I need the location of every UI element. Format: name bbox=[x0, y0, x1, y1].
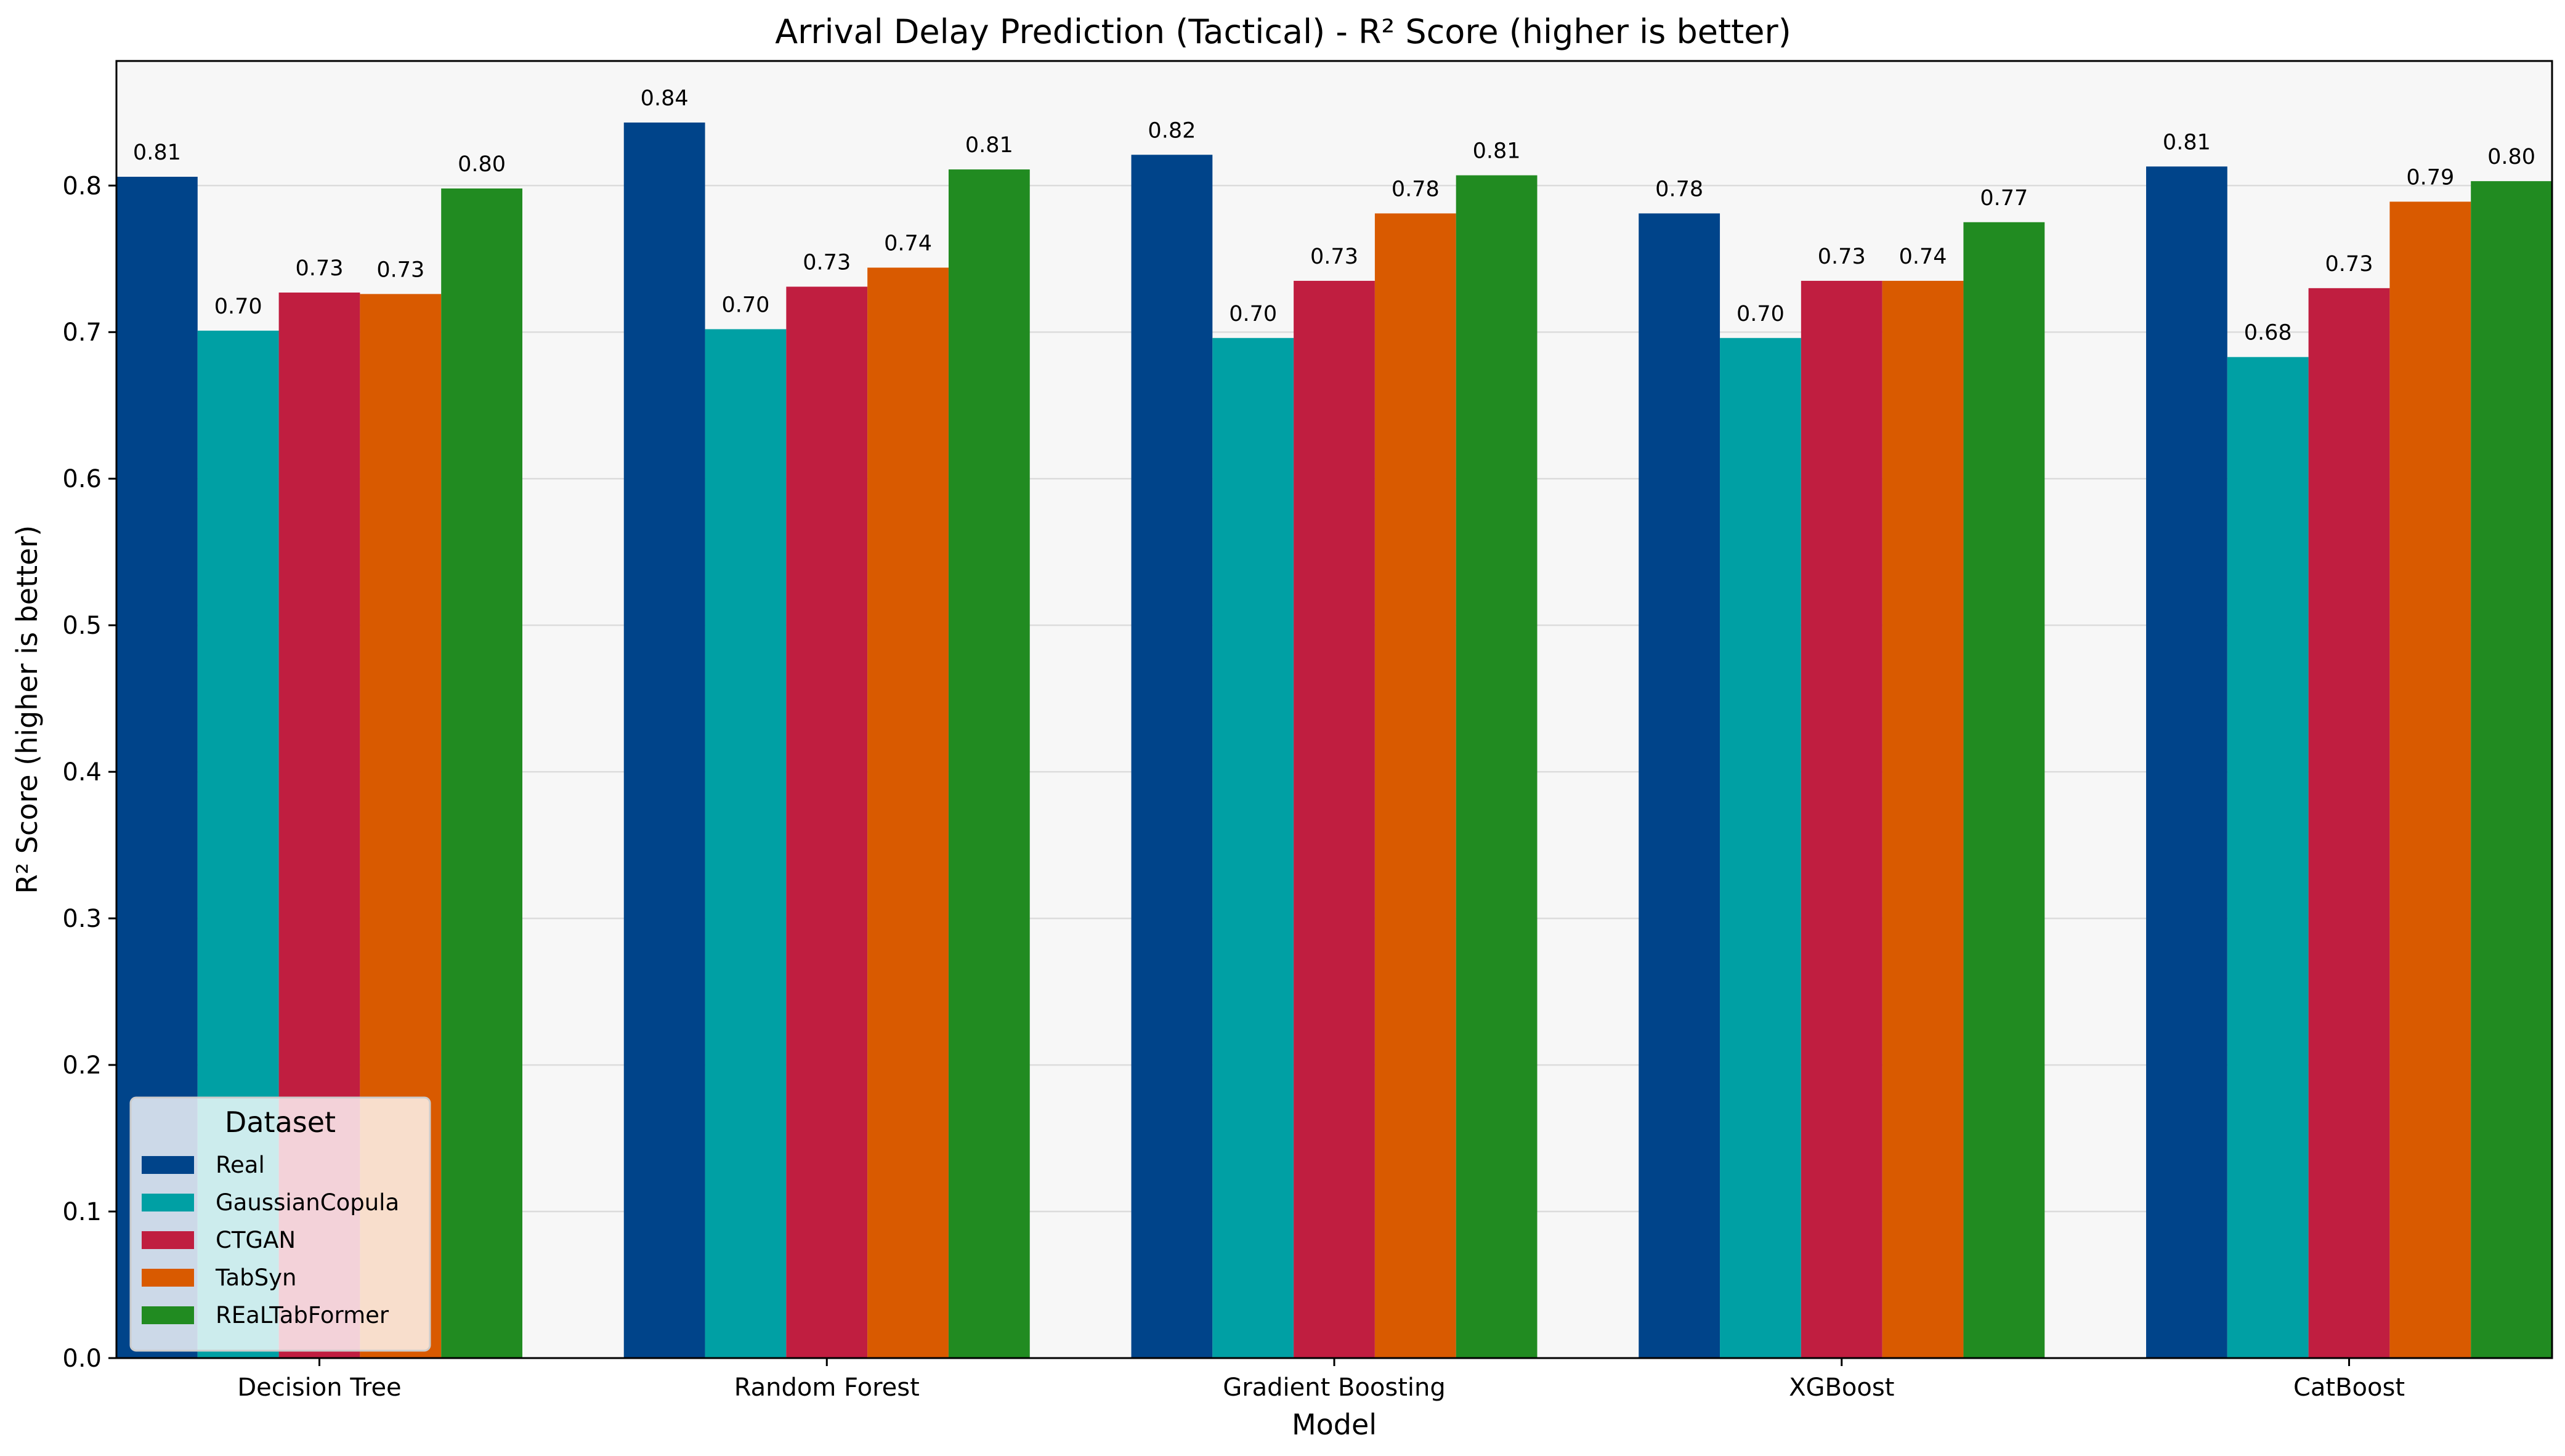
y-tick-label: 0.1 bbox=[62, 1198, 102, 1226]
bar bbox=[2471, 181, 2552, 1358]
bar bbox=[705, 329, 787, 1358]
legend-swatch bbox=[142, 1269, 194, 1287]
bar-value-label: 0.84 bbox=[641, 86, 689, 111]
x-axis-label: Model bbox=[1292, 1408, 1377, 1441]
bar-value-label: 0.82 bbox=[1148, 118, 1196, 143]
bar-value-label: 0.81 bbox=[2163, 130, 2211, 155]
legend-swatch bbox=[142, 1306, 194, 1324]
legend-swatch bbox=[142, 1231, 194, 1249]
bar bbox=[441, 188, 522, 1358]
legend-items: Real GaussianCopula CTGAN TabSyn REaLTabForm… bbox=[142, 1152, 399, 1329]
bar-value-label: 0.81 bbox=[965, 133, 1013, 158]
bar-value-label: 0.74 bbox=[884, 232, 932, 256]
bar bbox=[1374, 213, 1456, 1358]
y-tick-label: 0.6 bbox=[62, 465, 102, 493]
bar bbox=[1639, 213, 1720, 1358]
y-tick-label: 0.5 bbox=[62, 612, 102, 640]
legend-label: REaLTabFormer bbox=[216, 1302, 389, 1329]
y-tick-label: 0.4 bbox=[62, 758, 102, 787]
bar bbox=[623, 122, 705, 1358]
bar bbox=[948, 169, 1030, 1358]
x-tick-label: XGBoost bbox=[1789, 1373, 1894, 1402]
x-tick-label: CatBoost bbox=[2293, 1373, 2405, 1402]
bar bbox=[1882, 280, 1964, 1358]
bar-value-label: 0.80 bbox=[2487, 145, 2535, 169]
bar-value-label: 0.70 bbox=[1229, 302, 1277, 326]
x-axis: Decision Tree Random Forest Gradient Boost… bbox=[237, 1358, 2405, 1402]
bar-value-label: 0.68 bbox=[2244, 321, 2292, 346]
x-tick-label: Gradient Boosting bbox=[1223, 1373, 1446, 1402]
bar bbox=[1294, 280, 1375, 1358]
legend-label: TabSyn bbox=[215, 1264, 296, 1291]
bar-value-label: 0.73 bbox=[2325, 252, 2373, 277]
x-tick-label: Random Forest bbox=[734, 1373, 920, 1402]
bar-value-label: 0.77 bbox=[1980, 186, 2028, 211]
bar bbox=[1212, 338, 1294, 1359]
legend-label: Real bbox=[216, 1152, 265, 1178]
bar-value-label: 0.70 bbox=[214, 294, 262, 319]
x-tick-label: Decision Tree bbox=[237, 1373, 401, 1402]
y-tick-label: 0.2 bbox=[62, 1051, 102, 1080]
bar-value-label: 0.78 bbox=[1392, 177, 1440, 201]
y-tick-label: 0.8 bbox=[62, 172, 102, 200]
bar bbox=[2227, 357, 2309, 1358]
bar bbox=[1963, 222, 2045, 1359]
bar-value-label: 0.81 bbox=[1473, 139, 1521, 164]
bar-value-label: 0.73 bbox=[296, 256, 344, 281]
bar-value-label: 0.73 bbox=[1818, 245, 1866, 269]
y-tick-label: 0.7 bbox=[62, 318, 102, 347]
bar-value-label: 0.78 bbox=[1655, 177, 1703, 201]
bar-value-label: 0.79 bbox=[2406, 165, 2454, 190]
legend: Dataset Real GaussianCopula CTGAN TabSyn REa… bbox=[129, 1096, 431, 1352]
legend-label: CTGAN bbox=[216, 1227, 296, 1253]
bar bbox=[1456, 175, 1538, 1359]
y-axis: 0.0 0.1 0.2 0.3 0.4 0.5 0.6 0.7 0.8 bbox=[62, 172, 116, 1373]
value-labels: 0.81 0.70 0.73 0.73 0.80 0.84 0.70 0.73 0.74 0.81… bbox=[133, 86, 2535, 346]
bar bbox=[1131, 155, 1213, 1358]
legend-label: GaussianCopula bbox=[216, 1189, 399, 1216]
bar-value-label: 0.73 bbox=[803, 250, 851, 275]
bar-value-label: 0.70 bbox=[1736, 302, 1785, 326]
legend-title: Dataset bbox=[225, 1106, 336, 1139]
bar-value-label: 0.80 bbox=[458, 152, 506, 177]
bar bbox=[867, 267, 949, 1358]
legend-swatch bbox=[142, 1194, 194, 1211]
bar bbox=[786, 286, 868, 1359]
bar bbox=[2308, 288, 2390, 1359]
y-tick-label: 0.3 bbox=[62, 905, 102, 933]
bar-value-label: 0.74 bbox=[1899, 245, 1947, 269]
bar bbox=[2146, 166, 2227, 1359]
bar bbox=[1801, 280, 1882, 1358]
bars bbox=[116, 122, 2552, 1359]
bar-value-label: 0.73 bbox=[376, 257, 424, 282]
chart-title: Arrival Delay Prediction (Tactical) - R²… bbox=[775, 12, 1791, 51]
bar-value-label: 0.81 bbox=[133, 140, 181, 165]
bar bbox=[2389, 201, 2471, 1358]
bar bbox=[1720, 338, 1801, 1359]
y-tick-label: 0.0 bbox=[62, 1345, 102, 1373]
legend-swatch bbox=[142, 1156, 194, 1174]
y-axis-label: R² Score (higher is better) bbox=[10, 525, 44, 894]
bar-value-label: 0.70 bbox=[721, 293, 769, 317]
bar-value-label: 0.73 bbox=[1310, 245, 1358, 269]
legend-box bbox=[129, 1096, 431, 1352]
